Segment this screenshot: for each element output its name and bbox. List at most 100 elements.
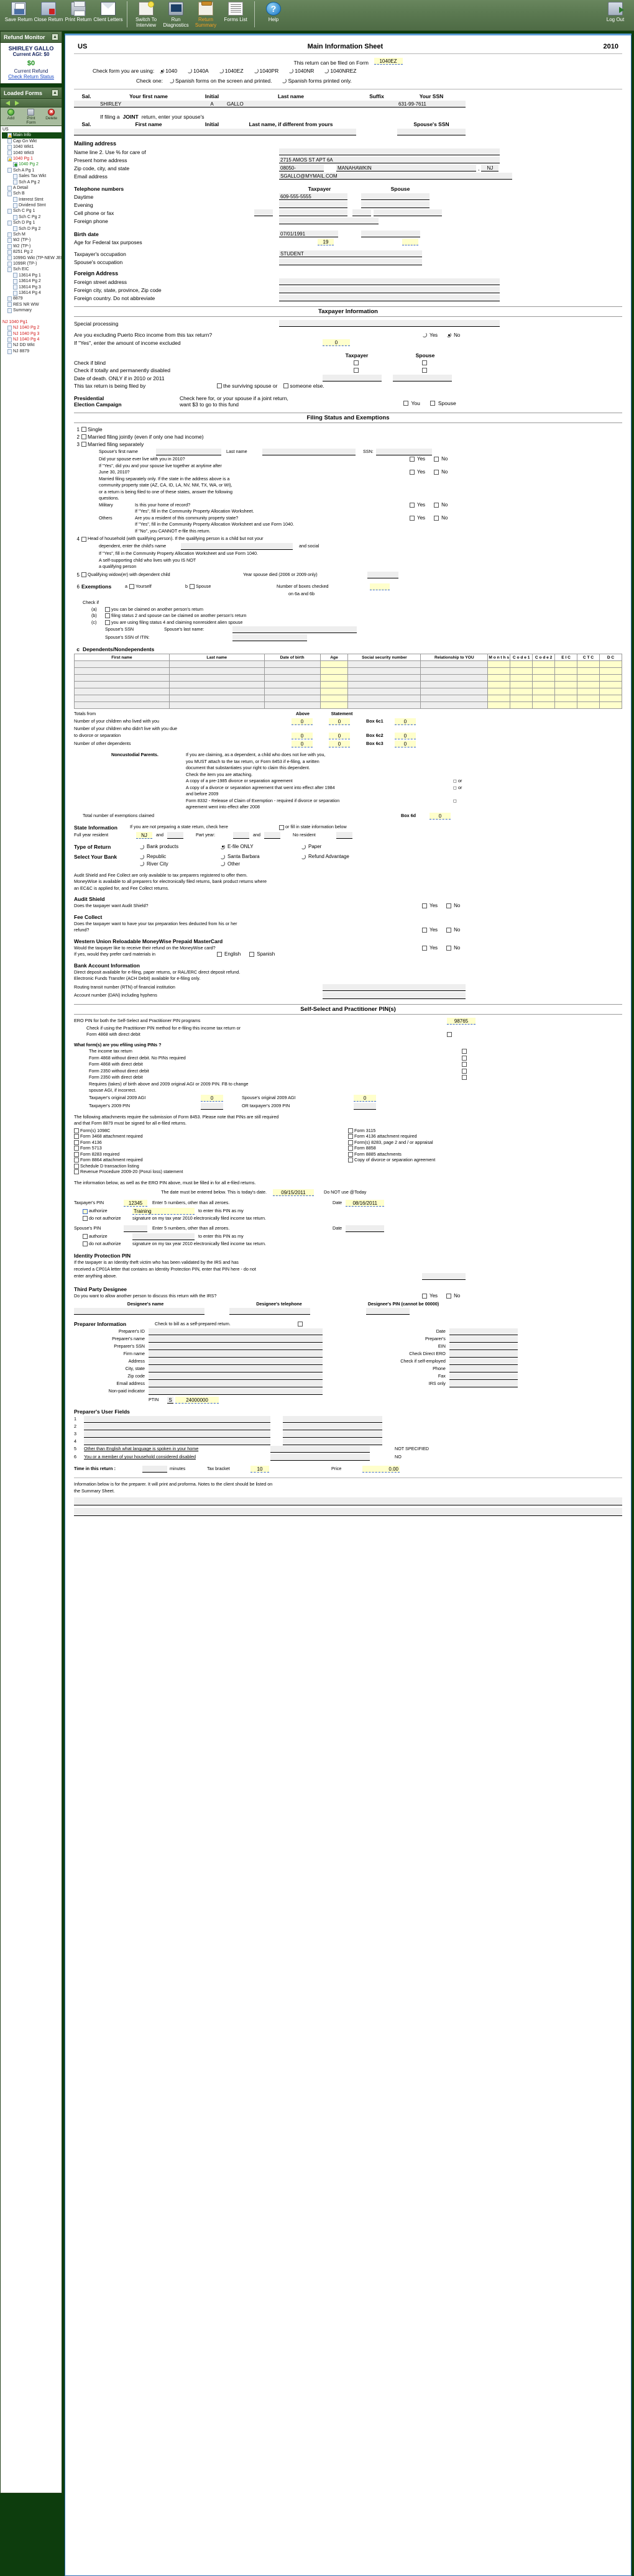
spouse-first-input[interactable] (99, 129, 198, 135)
taxpayer-last-input[interactable]: GALLO (226, 101, 356, 107)
ex-yourself-check[interactable] (129, 584, 134, 589)
dependent-cell[interactable] (421, 682, 488, 688)
fs-check-2[interactable] (81, 434, 86, 439)
sp-occupation-input[interactable] (279, 258, 422, 265)
user-field-input[interactable] (84, 1431, 270, 1438)
pin-practitioner-check[interactable] (447, 1032, 452, 1038)
attachment-checkbox[interactable] (348, 1140, 353, 1145)
tree-item-13614-pg-4[interactable]: 13614 Pg 4 (2, 290, 62, 296)
tree-item-sch-m[interactable]: Sch M (2, 232, 62, 237)
dependent-cell[interactable] (169, 661, 264, 667)
dependent-cell[interactable] (488, 668, 510, 674)
pin-tp-input[interactable] (201, 1102, 223, 1110)
tree-item-8251-pg-2[interactable]: 8251 Pg 2 (2, 249, 62, 255)
dependent-cell[interactable] (169, 688, 264, 695)
radio-form-1040nrez[interactable]: 1040NREZ (324, 68, 356, 74)
filing-status-4[interactable]: 4 Head of household (with qualifying per… (74, 536, 622, 542)
tree-item-sales-tax-wkt[interactable]: Sales Tax Wkt (2, 173, 62, 179)
tree-item-us[interactable]: US (2, 127, 62, 132)
user-field-value[interactable] (283, 1416, 382, 1423)
tree-item-sch-eic[interactable]: Sch EIC (2, 267, 62, 273)
user-field-input[interactable] (84, 1423, 270, 1430)
part-year-input2[interactable] (264, 831, 280, 839)
birth-date-tp[interactable]: 07/01/1991 (279, 231, 338, 237)
dependent-cell[interactable] (320, 675, 348, 681)
dependent-cell[interactable] (169, 682, 264, 688)
dependent-cell[interactable] (555, 675, 577, 681)
mfs-q1-yes[interactable]: Yes (410, 456, 425, 462)
moneywise-spanish[interactable]: Spanish (249, 951, 275, 957)
help-button[interactable]: ? Help (259, 0, 288, 22)
check-disabled-tp[interactable] (354, 368, 359, 373)
tree-item-1099g-wkt-tp-new-jer[interactable]: 1099G Wkt (TP-NEW JER... (2, 255, 62, 261)
phone-cell-sp[interactable] (374, 209, 442, 216)
puerto-rico-no[interactable]: No (446, 332, 460, 338)
tp-donot-check[interactable] (83, 1216, 88, 1222)
tree-item-sch-b[interactable]: Sch B (2, 191, 62, 196)
date-of-death-tp[interactable] (323, 375, 382, 381)
dependent-cell[interactable] (348, 668, 421, 674)
tree-item-interest-stmt[interactable]: Interest Stmt (2, 197, 62, 203)
dependent-cell[interactable] (510, 668, 533, 674)
switch-to-interview-button[interactable]: Switch To Interview (131, 0, 161, 28)
print-return-button[interactable]: Print Return (63, 0, 93, 22)
loaded-forms-tree[interactable]: US Main Info Cap Gn Wkt 1040 Wkt1 1040 Wkt3 1… (0, 126, 62, 2493)
radio-form-1040pr[interactable]: 1040PR (253, 68, 278, 74)
sp-office-input[interactable] (132, 1233, 195, 1240)
dependent-cell[interactable] (264, 695, 320, 701)
attachment-checkbox[interactable] (74, 1134, 79, 1140)
dependent-cell[interactable] (75, 682, 169, 688)
attachment-right-1[interactable]: Form 4136 attachment required (348, 1133, 622, 1140)
name-line2-input[interactable] (279, 148, 500, 155)
dependent-cell[interactable] (169, 675, 264, 681)
client-letters-button[interactable]: Client Letters (93, 0, 123, 22)
dep-r1-above[interactable]: 0 (292, 718, 313, 725)
dependent-cell[interactable] (75, 695, 169, 701)
dependent-row[interactable] (74, 681, 623, 688)
uf-q2-input[interactable] (270, 1454, 370, 1461)
audit-shield-no[interactable]: No (446, 903, 460, 909)
tor-bank-products[interactable]: Bank products (139, 844, 220, 849)
pin-date-input[interactable]: 09/15/2011 (273, 1189, 314, 1196)
third-party-yes[interactable]: Yes (422, 1293, 438, 1299)
qw-year-input[interactable] (367, 571, 398, 578)
dependent-cell[interactable] (348, 675, 421, 681)
dependent-cell[interactable] (599, 682, 622, 688)
dependent-cell[interactable] (510, 682, 533, 688)
birth-date-sp[interactable] (361, 231, 420, 237)
sp-pin-input[interactable] (124, 1225, 147, 1232)
pin-agi-sp-input[interactable]: 0 (354, 1094, 376, 1102)
dependent-cell[interactable] (555, 661, 577, 667)
pin-agi-tp-input[interactable]: 0 (201, 1094, 223, 1102)
attachment-right-4[interactable]: Form 8885 attachments (348, 1151, 622, 1158)
dependent-row[interactable] (74, 674, 623, 682)
taxpayer-suffix-input[interactable] (356, 101, 397, 107)
dependent-cell[interactable] (533, 668, 555, 674)
spouse-sal-input[interactable] (74, 129, 99, 135)
phone-evening-tp[interactable] (279, 201, 347, 208)
designee-pin-input[interactable] (366, 1308, 410, 1315)
phone-cell-tp[interactable] (279, 209, 347, 216)
footer-note-input-2[interactable] (74, 1508, 622, 1516)
bank-other[interactable]: Other (220, 861, 301, 867)
third-party-no[interactable]: No (446, 1293, 460, 1299)
dependent-cell[interactable] (555, 702, 577, 708)
dependent-cell[interactable] (348, 695, 421, 701)
taxpayer-initial-input[interactable]: A (198, 101, 226, 107)
tree-item-sch-c-pg-1[interactable]: Sch C Pg 1 (2, 208, 62, 214)
footer-note-input-1[interactable] (74, 1497, 622, 1505)
attachment-checkbox[interactable] (74, 1128, 79, 1133)
dependent-cell[interactable] (75, 675, 169, 681)
preparer-right-input[interactable] (449, 1336, 518, 1343)
tor-efile-only[interactable]: E-file ONLY (220, 844, 301, 849)
email-input[interactable]: SGALLO@MYMAIL.COM (279, 173, 512, 180)
phone-cell-sp-prefix[interactable] (352, 209, 371, 216)
tree-item-res-nr-ww[interactable]: RES NR WW (2, 302, 62, 308)
tree-item-nj-1040-pg-4[interactable]: NJ 1040 Pg 4 (2, 337, 62, 342)
dependent-cell[interactable] (599, 661, 622, 667)
dependent-cell[interactable] (533, 682, 555, 688)
dependent-cell[interactable] (599, 688, 622, 695)
checkif-spouse-last-input[interactable] (232, 626, 357, 633)
total-exemptions-value[interactable]: 0 (430, 812, 451, 820)
tp-auth-check[interactable] (83, 1208, 88, 1214)
